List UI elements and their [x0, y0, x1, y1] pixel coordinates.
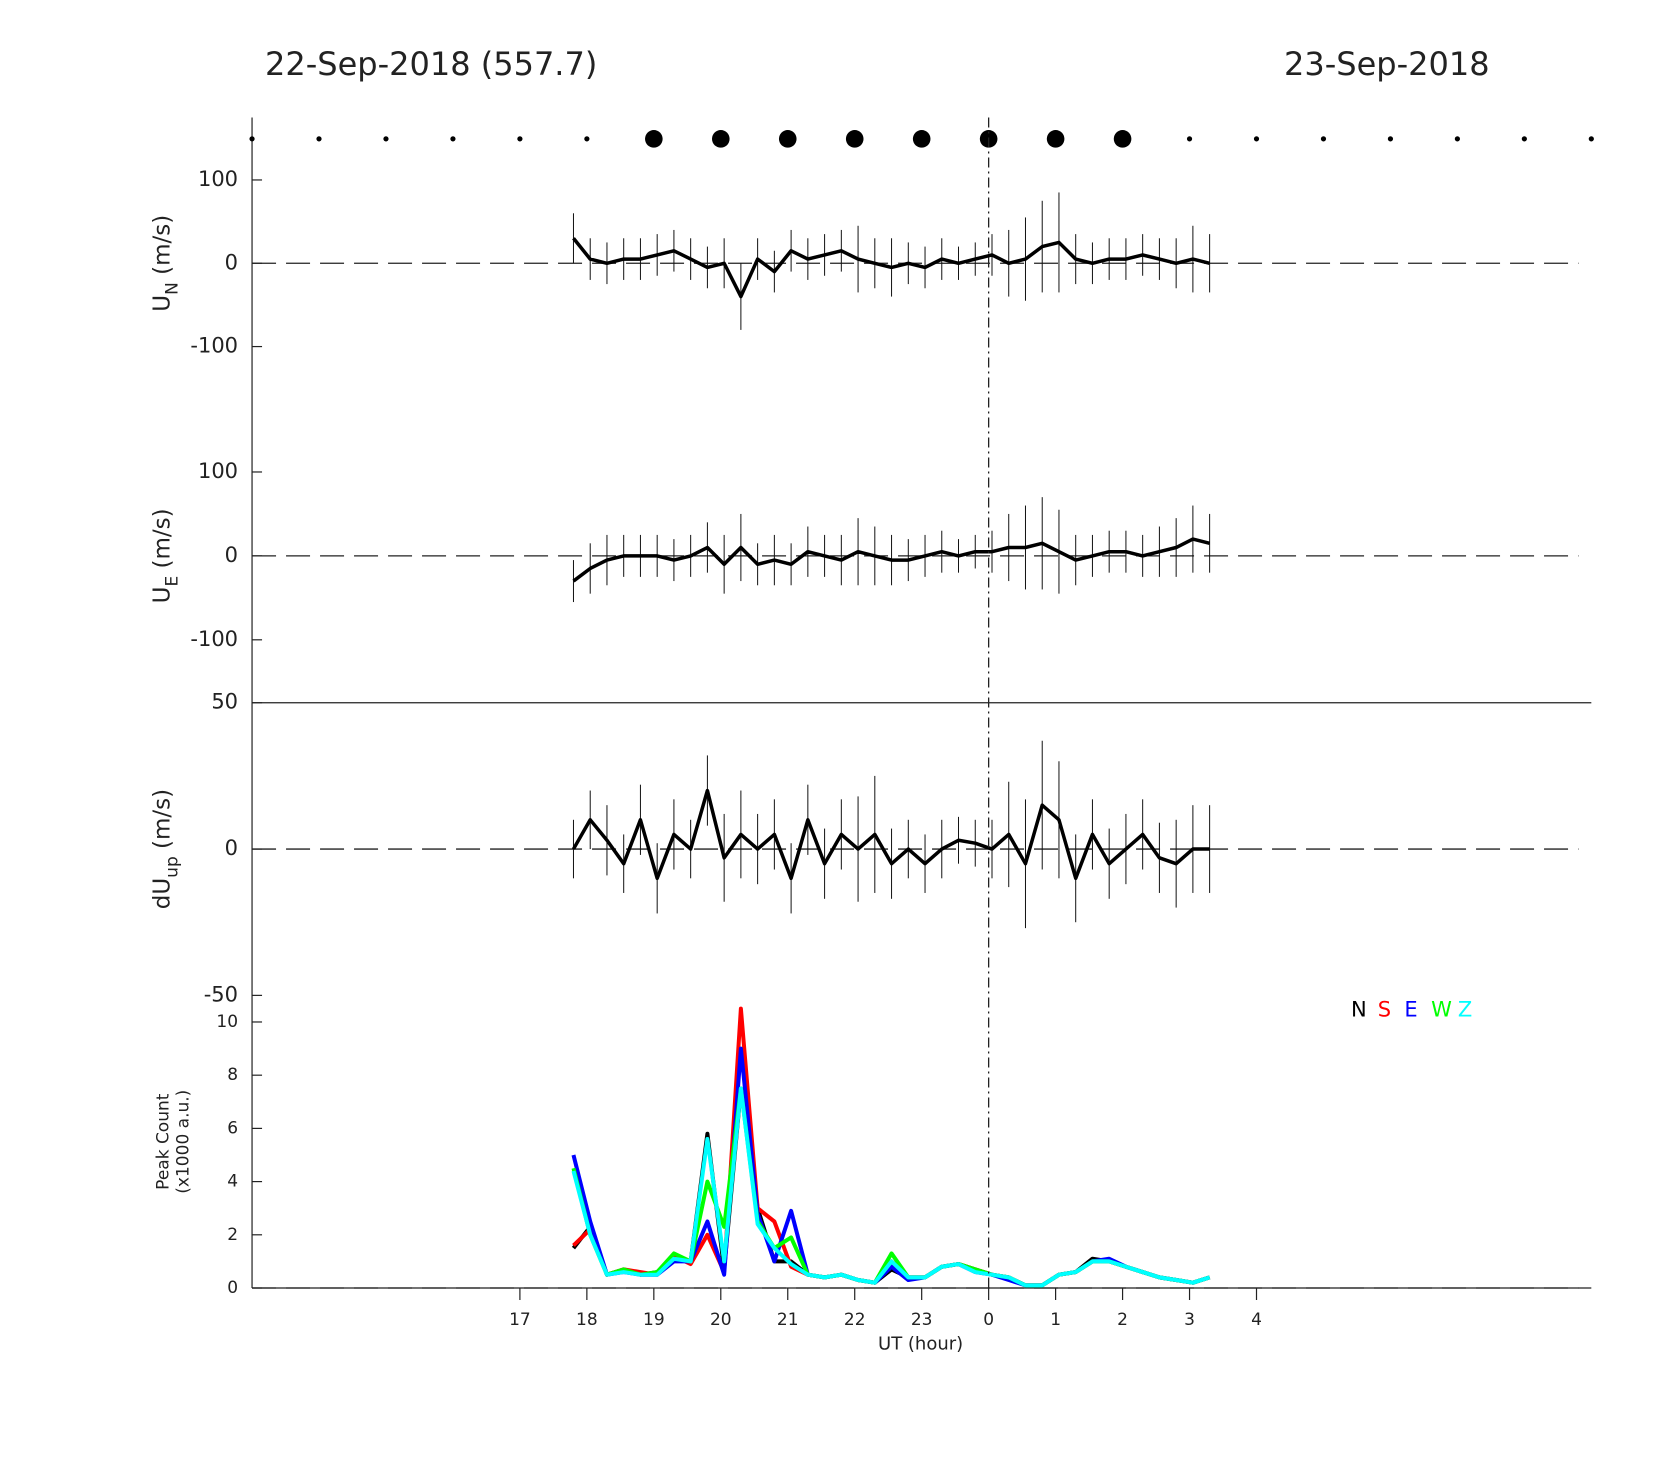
data-line [572, 537, 1211, 583]
x-tick-label: 17 [509, 1310, 531, 1330]
hour-marker [1253, 136, 1260, 142]
hour-marker [383, 136, 389, 142]
hour-marker [1588, 136, 1594, 142]
y-tick-label: 0 [225, 543, 238, 567]
y-label-main: U [149, 295, 175, 312]
y-label-sub: up [162, 856, 182, 878]
legend-entry: W [1431, 997, 1452, 1021]
y-tick-label: 6 [227, 1118, 238, 1138]
y-tick-label: 2 [227, 1225, 238, 1245]
y-label-unit: (m/s) [149, 215, 175, 282]
series-line [571, 1086, 1211, 1288]
hour-marker [249, 136, 255, 142]
series-line [571, 1086, 1211, 1288]
legend-entry: E [1404, 997, 1417, 1021]
y-label-main: dU [149, 878, 175, 909]
x-tick-label: 3 [1184, 1310, 1195, 1330]
title-right: 23-Sep-2018 [1284, 45, 1490, 83]
y-label: dUup (m/s) [149, 789, 183, 909]
legend-entry: S [1378, 997, 1391, 1021]
y-tick-label: -100 [190, 627, 238, 651]
legend-entry: Z [1458, 997, 1472, 1021]
hour-marker [584, 136, 590, 142]
hour-marker [711, 130, 730, 148]
hour-marker [450, 136, 456, 142]
x-tick-label: 19 [643, 1310, 665, 1330]
y-label: (x1000 a.u.) [174, 1090, 194, 1194]
hour-marker [316, 136, 322, 142]
y-label: UE (m/s) [149, 508, 183, 603]
y-tick-label: -100 [190, 334, 238, 358]
series-line [571, 1046, 1211, 1288]
data-line [572, 237, 1211, 299]
x-tick-label: 4 [1251, 1310, 1262, 1330]
hour-marker [517, 136, 523, 142]
hour-marker [1454, 136, 1460, 142]
series-line [572, 1006, 1211, 1288]
y-tick-label: 100 [198, 459, 238, 483]
hour-marker [1046, 130, 1065, 148]
legend-entry: N [1351, 997, 1367, 1021]
y-label-unit: (m/s) [149, 508, 175, 575]
x-label: UT (hour) [878, 1334, 963, 1355]
hour-marker [845, 130, 864, 148]
x-tick-label: 22 [844, 1310, 866, 1330]
x-tick-label: 18 [576, 1310, 598, 1330]
data-line [571, 788, 1210, 881]
y-label: Peak Count [153, 1093, 173, 1190]
hour-marker [1186, 136, 1193, 142]
y-tick-label: -50 [204, 982, 238, 1006]
hour-marker [1521, 136, 1527, 142]
hour-marker [912, 130, 931, 148]
title-left: 22-Sep-2018 (557.7) [265, 45, 597, 83]
hour-marker [1387, 136, 1394, 142]
x-tick-label: 21 [777, 1310, 799, 1330]
hour-marker [778, 130, 797, 148]
hour-marker [1320, 136, 1327, 142]
y-tick-label: 10 [216, 1012, 238, 1032]
y-tick-label: 0 [225, 250, 238, 274]
y-tick-label: 100 [198, 167, 238, 191]
y-label: UN (m/s) [149, 215, 183, 312]
x-tick-label: 2 [1117, 1310, 1128, 1330]
x-tick-label: 0 [983, 1310, 994, 1330]
x-tick-label: 23 [911, 1310, 933, 1330]
y-tick-label: 0 [227, 1278, 238, 1298]
x-tick-label: 20 [710, 1310, 732, 1330]
y-label-sub: E [162, 576, 182, 587]
hour-marker [1113, 130, 1132, 148]
y-tick-label: 50 [211, 690, 238, 714]
y-tick-label: 8 [227, 1065, 238, 1085]
hour-marker [645, 130, 663, 148]
y-label-main: U [149, 587, 175, 604]
y-label-unit: (m/s) [149, 789, 175, 856]
x-tick-label: 1 [1050, 1310, 1061, 1330]
y-tick-label: 0 [225, 836, 238, 860]
y-tick-label: 4 [227, 1172, 238, 1192]
y-label-sub: N [162, 282, 182, 295]
